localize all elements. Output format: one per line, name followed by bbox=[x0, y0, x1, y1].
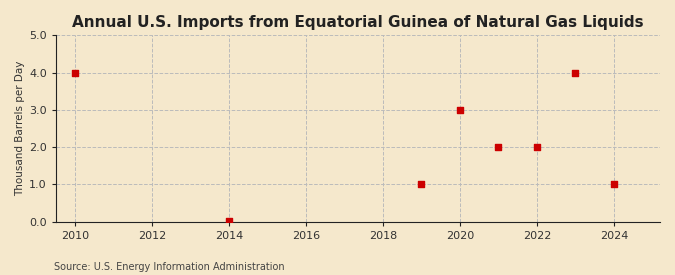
Point bbox=[570, 70, 580, 75]
Point bbox=[416, 182, 427, 187]
Point bbox=[70, 70, 80, 75]
Point bbox=[493, 145, 504, 149]
Y-axis label: Thousand Barrels per Day: Thousand Barrels per Day bbox=[15, 61, 25, 196]
Text: Source: U.S. Energy Information Administration: Source: U.S. Energy Information Administ… bbox=[54, 262, 285, 272]
Point bbox=[531, 145, 542, 149]
Title: Annual U.S. Imports from Equatorial Guinea of Natural Gas Liquids: Annual U.S. Imports from Equatorial Guin… bbox=[72, 15, 644, 30]
Point bbox=[223, 218, 234, 223]
Point bbox=[454, 108, 465, 112]
Point bbox=[608, 182, 619, 187]
